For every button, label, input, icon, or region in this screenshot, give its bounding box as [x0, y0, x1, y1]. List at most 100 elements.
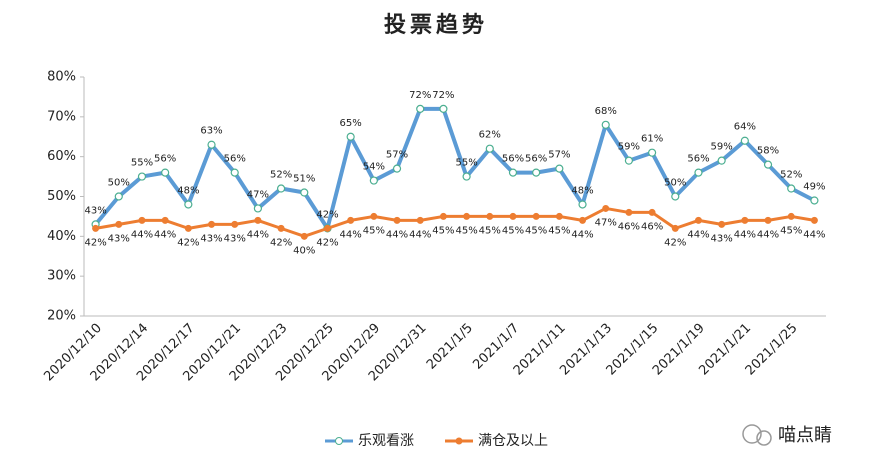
data-label: 42% — [664, 237, 686, 248]
marker — [787, 184, 796, 193]
legend-label: 满仓及以上 — [478, 433, 548, 449]
marker — [694, 168, 703, 177]
data-label: 46% — [641, 221, 663, 232]
marker — [763, 160, 773, 169]
data-label: 42% — [316, 237, 338, 248]
marker — [161, 216, 169, 224]
marker — [671, 224, 679, 232]
data-label: 43% — [711, 233, 733, 244]
data-label: 59% — [711, 142, 733, 153]
data-label: 48% — [177, 185, 199, 196]
y-tick-label: 80% — [47, 70, 76, 85]
data-label: 40% — [293, 245, 315, 256]
data-label: 45% — [363, 225, 385, 236]
data-label: 68% — [595, 106, 617, 117]
data-label: 44% — [154, 229, 176, 240]
data-label: 44% — [571, 229, 593, 240]
data-label: 52% — [780, 170, 802, 181]
marker — [138, 216, 146, 224]
data-label: 44% — [386, 229, 408, 240]
marker — [184, 200, 193, 209]
legend-label: 乐观看涨 — [358, 433, 414, 449]
data-label: 42% — [84, 237, 106, 248]
marker — [601, 120, 610, 129]
data-label: 65% — [340, 118, 362, 129]
data-label: 45% — [502, 225, 524, 236]
marker — [486, 212, 494, 220]
data-label: 44% — [734, 229, 756, 240]
data-label: 57% — [386, 150, 408, 161]
y-tick-label: 30% — [47, 269, 76, 284]
marker — [439, 104, 448, 113]
marker — [277, 224, 285, 232]
data-label: 52% — [270, 170, 292, 181]
marker — [740, 136, 749, 145]
y-tick-label: 70% — [47, 109, 76, 124]
data-label: 56% — [224, 154, 246, 165]
marker — [208, 220, 216, 228]
watermark-icon — [756, 430, 772, 446]
marker — [741, 216, 749, 224]
marker — [810, 196, 819, 205]
data-label: 42% — [177, 237, 199, 248]
marker — [346, 132, 355, 141]
marker — [370, 212, 378, 220]
marker — [253, 204, 263, 213]
marker — [416, 104, 425, 113]
marker — [161, 168, 170, 177]
marker — [230, 168, 239, 177]
y-tick-label: 50% — [47, 189, 76, 204]
marker — [115, 220, 123, 228]
legend-marker — [455, 437, 463, 445]
data-label: 45% — [432, 225, 454, 236]
marker — [92, 224, 100, 232]
y-tick-label: 20% — [47, 309, 76, 324]
data-label: 49% — [803, 181, 825, 192]
watermark: 喵点睛 — [742, 424, 832, 446]
marker — [647, 148, 657, 157]
data-label: 58% — [757, 146, 779, 157]
data-label: 56% — [502, 154, 524, 165]
marker — [114, 192, 123, 201]
data-label: 45% — [455, 225, 477, 236]
marker — [347, 216, 355, 224]
series-line — [95, 206, 815, 238]
data-label: 43% — [108, 233, 130, 244]
marker — [508, 168, 518, 177]
marker — [485, 144, 494, 153]
marker — [787, 212, 795, 220]
data-label: 56% — [525, 154, 547, 165]
marker — [323, 224, 331, 232]
data-label: 61% — [641, 134, 663, 145]
marker — [254, 216, 262, 224]
marker — [718, 220, 726, 228]
data-label: 47% — [247, 189, 269, 200]
data-label: 64% — [734, 122, 756, 133]
data-label: 44% — [409, 229, 431, 240]
marker — [137, 172, 147, 181]
marker — [671, 192, 680, 201]
marker — [810, 216, 818, 224]
data-label: 44% — [687, 229, 709, 240]
chart-title: 投票趋势 — [384, 12, 488, 38]
watermark-text: 喵点睛 — [778, 425, 832, 446]
data-label: 50% — [108, 178, 130, 189]
marker — [300, 188, 309, 197]
data-label: 45% — [548, 225, 570, 236]
marker — [648, 208, 656, 216]
marker — [463, 212, 471, 220]
data-label: 44% — [757, 229, 779, 240]
data-label: 43% — [84, 205, 106, 216]
data-label: 56% — [154, 154, 176, 165]
data-label: 59% — [618, 142, 640, 153]
marker — [694, 216, 702, 224]
marker — [369, 176, 378, 185]
data-label: 45% — [780, 225, 802, 236]
marker — [624, 156, 634, 165]
marker — [602, 204, 610, 212]
data-label: 48% — [571, 185, 593, 196]
marker — [462, 172, 471, 181]
data-label: 72% — [432, 90, 454, 101]
marker — [416, 216, 424, 224]
data-label: 42% — [270, 237, 292, 248]
